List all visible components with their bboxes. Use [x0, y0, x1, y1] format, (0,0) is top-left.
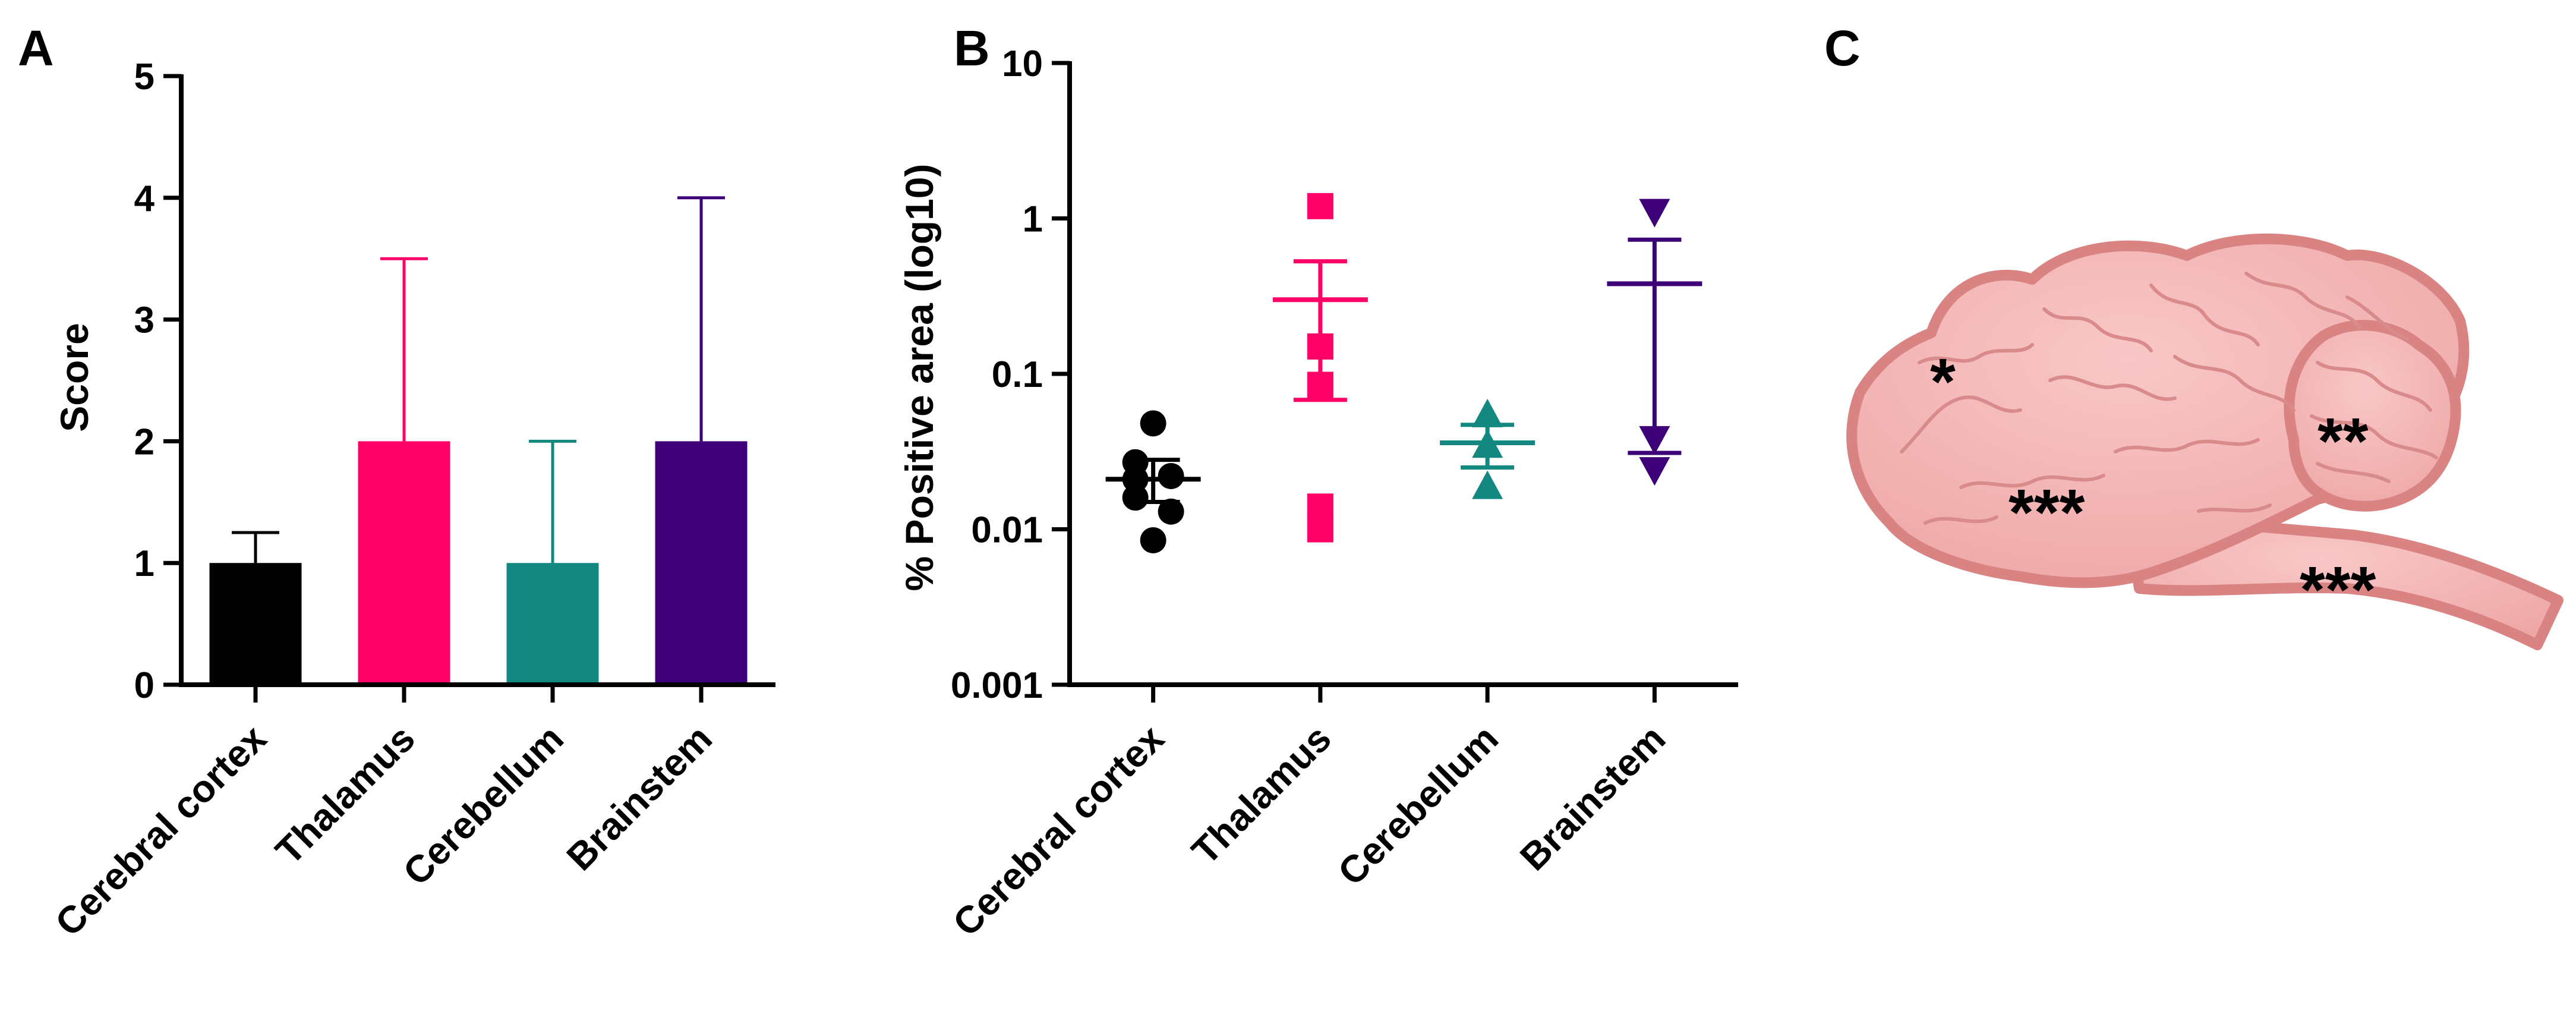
y-axis-title-positive-area: % Positive area (log10)	[897, 164, 941, 591]
cortex-folds	[1900, 272, 2438, 525]
bar-brainstem	[655, 441, 748, 685]
point-cerebral-cortex-6	[1140, 527, 1166, 553]
point-cerebral-cortex-4	[1158, 498, 1184, 525]
y-tick-label-4: 4	[134, 178, 155, 219]
bar-thalamus	[358, 441, 450, 685]
point-brainstem-0	[1639, 199, 1670, 228]
y-tick-label-3: 3	[134, 300, 155, 341]
point-cerebral-cortex-5	[1122, 484, 1149, 511]
point-thalamus-2	[1307, 371, 1333, 398]
point-cerebellum-1	[1472, 429, 1503, 458]
panel-label-a: A	[18, 20, 54, 76]
bar-cerebral-cortex	[209, 563, 302, 685]
scatter-chart-positive-area: 0.001 0.01 0.1 1 10 Cerebral cortex ThalamusCe…	[945, 43, 1738, 944]
point-cerebral-cortex-0	[1140, 410, 1166, 437]
y-tick-label-0-01: 0.01	[971, 510, 1043, 551]
point-thalamus-0	[1307, 193, 1333, 219]
y-tick-label-0-1: 0.1	[992, 354, 1043, 395]
y-tick-label-1: 1	[1023, 199, 1043, 240]
point-cerebral-cortex-2	[1158, 462, 1184, 489]
brain-illustration: * ** *** ***	[1846, 233, 2564, 650]
x-tick-label-brainstem: Brainstem	[1512, 717, 1673, 878]
point-cerebral-cortex-3	[1122, 466, 1149, 493]
y-tick-label-1: 1	[134, 543, 155, 584]
y-axis-title-score: Score	[52, 323, 96, 432]
y-tick-label-0-001: 0.001	[951, 665, 1043, 706]
y-tick-label-2: 2	[134, 421, 155, 462]
cerebellum-mark: **	[2318, 405, 2369, 478]
brainstem-mark: ***	[2300, 553, 2376, 626]
x-tick-label-cerebellum: Cerebellum	[395, 717, 572, 893]
point-thalamus-1	[1307, 333, 1333, 360]
x-tick-label-thalamus: Thalamus	[267, 717, 423, 873]
y-tick-label-10: 10	[1002, 43, 1043, 84]
x-tick-label-cerebellum: Cerebellum	[1330, 717, 1506, 893]
cortex-mark: *	[1930, 345, 1956, 418]
x-tick-label-cerebral-cortex: Cerebral cortex	[47, 717, 275, 944]
point-brainstem-2	[1639, 457, 1670, 486]
x-tick-label-cerebral-cortex: Cerebral cortex	[945, 717, 1172, 944]
panel-label-c: C	[1824, 20, 1861, 76]
x-tick-label-thalamus: Thalamus	[1184, 717, 1339, 873]
point-cerebellum-0	[1472, 398, 1503, 427]
point-thalamus-4	[1307, 516, 1333, 543]
point-cerebellum-2	[1472, 470, 1503, 499]
y-tick-label-0: 0	[134, 665, 155, 706]
cerebellum-shape	[2284, 320, 2461, 512]
point-thalamus-3	[1307, 493, 1333, 520]
panel-label-b: B	[954, 20, 990, 76]
point-brainstem-1	[1639, 426, 1670, 455]
x-tick-label-brainstem: Brainstem	[559, 717, 720, 878]
bar-chart-score: 0 1 2 3 4 5 Cerebral cortexThalamusCerebellumB…	[47, 56, 775, 944]
y-tick-label-5: 5	[134, 56, 155, 97]
thalamus-mark: ***	[2009, 476, 2085, 549]
bar-cerebellum	[506, 563, 599, 685]
